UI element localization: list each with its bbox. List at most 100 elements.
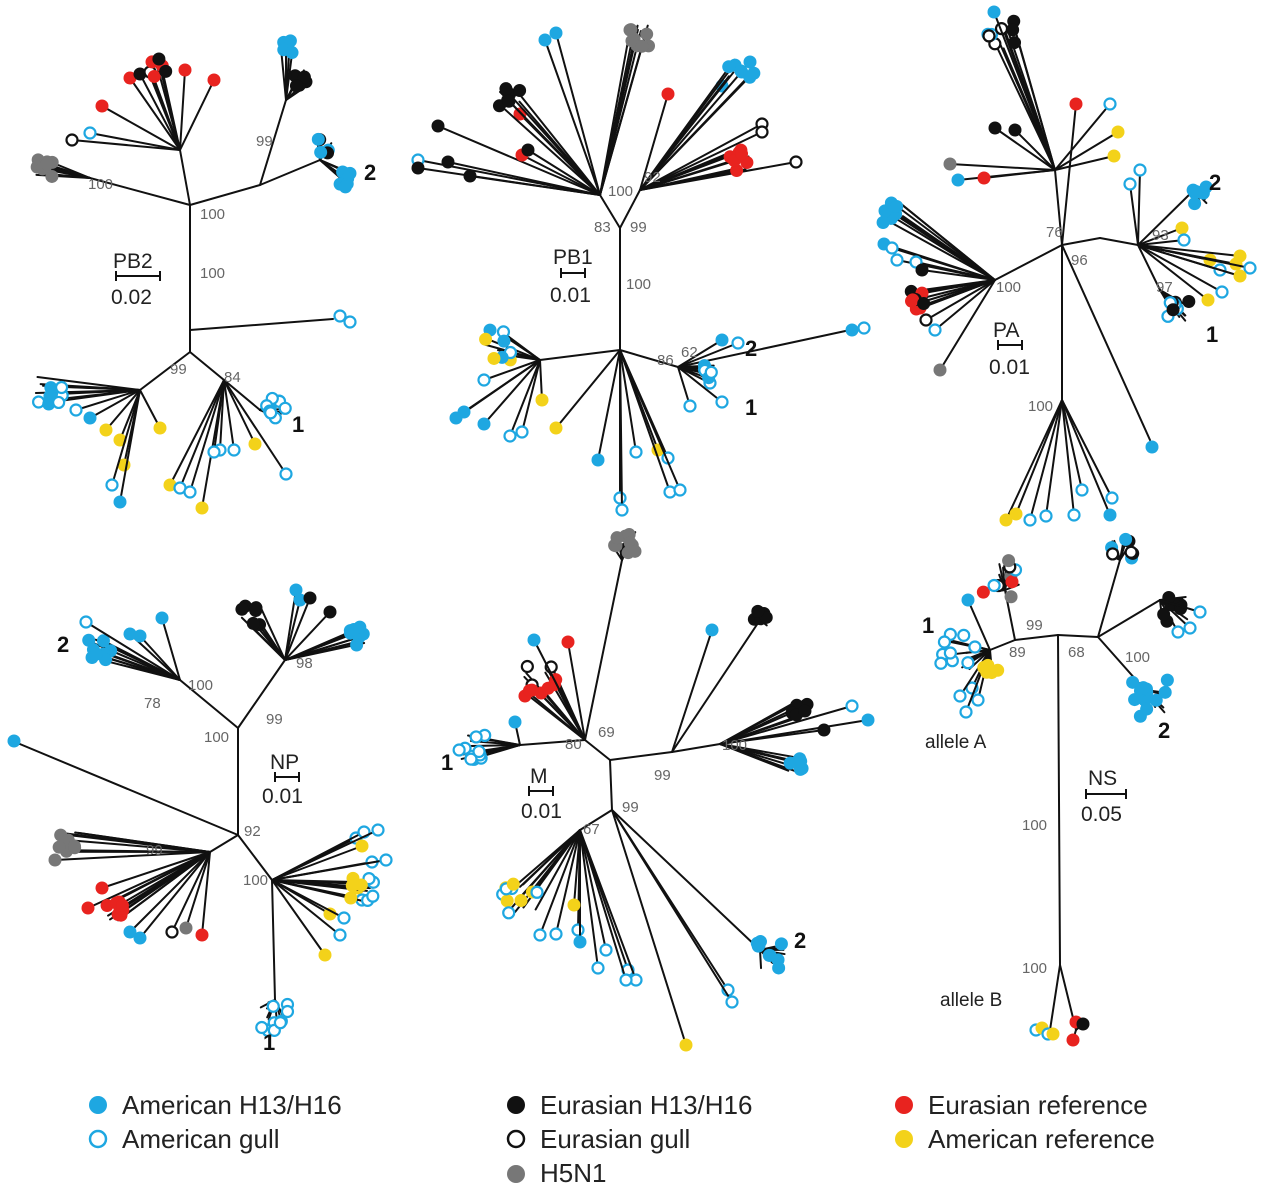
leaf-marker (1103, 508, 1117, 522)
branch (179, 69, 186, 151)
branch (509, 359, 541, 437)
leaf-marker (463, 169, 477, 183)
branch (1137, 244, 1223, 293)
leaf-marker (1188, 197, 1202, 211)
leaf-marker (845, 699, 859, 713)
legend-label: Eurasian gull (540, 1124, 690, 1154)
pb1-bootstrap: 99 (630, 219, 647, 236)
legend-label: American gull (122, 1124, 280, 1154)
np-bootstrap: 99 (266, 711, 283, 728)
branch (189, 379, 225, 493)
pb2-bootstrap: 99 (170, 361, 187, 378)
leaf-marker (615, 503, 629, 517)
branch (539, 359, 543, 401)
pa-bootstrap: 100 (1028, 398, 1053, 415)
branch (1137, 227, 1183, 246)
pb2-bootstrap: 100 (200, 265, 225, 282)
leaf-marker (1105, 491, 1119, 505)
leaf-marker (1133, 163, 1147, 177)
leaf-marker (715, 395, 729, 409)
branch (671, 629, 713, 753)
leaf-marker (508, 715, 522, 729)
ns-bootstrap: 100 (1022, 960, 1047, 977)
leaf-marker (469, 730, 483, 744)
leaf-marker (988, 121, 1002, 135)
branch (518, 100, 601, 196)
legend-item: H5N1 (507, 1158, 606, 1188)
branch (539, 829, 581, 936)
leaf-marker (165, 925, 179, 939)
pb1-clade-label: 2 (745, 336, 757, 361)
leaf-marker (1106, 547, 1120, 561)
branch (101, 851, 211, 889)
leaf-marker (283, 34, 297, 48)
leaf-marker (195, 928, 209, 942)
leaf-marker (255, 1020, 269, 1035)
branch (639, 123, 763, 191)
branch (89, 389, 141, 419)
branch (1045, 399, 1063, 517)
leaf-marker (48, 853, 62, 867)
leaf-marker (82, 633, 96, 647)
branch (189, 351, 225, 381)
branch (925, 279, 996, 321)
branch (259, 159, 321, 186)
branch (597, 349, 621, 461)
branch (719, 702, 795, 745)
np-bootstrap: 100 (243, 872, 268, 889)
branch (1029, 399, 1063, 521)
branch (271, 859, 387, 881)
leaf-marker (1075, 483, 1089, 497)
np-clade-label: 2 (57, 632, 69, 657)
branch (115, 851, 211, 908)
leaf-marker (248, 437, 262, 451)
leaf-marker (591, 453, 605, 467)
leaf-marker (266, 999, 280, 1013)
leaf-marker (289, 583, 303, 597)
ns-segment-label: NS (1088, 767, 1117, 790)
leaf-marker (933, 363, 947, 377)
branch (284, 597, 311, 661)
branch (447, 161, 601, 196)
pa-bootstrap: 76 (1046, 224, 1063, 241)
leaf-marker (861, 713, 875, 727)
branch (1061, 244, 1151, 441)
branch (609, 759, 613, 811)
branch (258, 604, 286, 661)
leaf-marker (68, 839, 82, 853)
leaf-marker (1008, 36, 1022, 50)
leaf-marker (857, 321, 871, 335)
branch (89, 177, 191, 206)
branch (1061, 237, 1101, 246)
pb1-bootstrap: 62 (681, 344, 698, 361)
leaf-marker (52, 840, 66, 854)
leaf-marker (345, 879, 359, 893)
branch (223, 379, 256, 445)
leaf-marker (1005, 575, 1019, 589)
leaf-marker (95, 881, 109, 895)
ns-scale-bar (1085, 789, 1127, 799)
leaf-marker (279, 467, 293, 481)
branch (469, 175, 601, 196)
branch (521, 154, 601, 196)
branch (1159, 599, 1201, 613)
pb2-clade-label: 1 (292, 412, 304, 437)
leaf-marker (731, 336, 745, 350)
branch (555, 829, 581, 935)
legend-marker (88, 1129, 108, 1149)
leaf-marker (499, 82, 513, 96)
leaf-marker (1215, 285, 1229, 299)
leaf-marker (515, 425, 529, 439)
leaf-marker (280, 1004, 295, 1019)
leaf-marker (1149, 693, 1163, 707)
leaf-marker (772, 961, 786, 975)
leaf-marker (52, 395, 66, 410)
branch (993, 11, 1056, 171)
leaf-marker (845, 323, 859, 337)
branch (1015, 399, 1063, 515)
leaf-marker (83, 411, 97, 425)
ns-bootstrap: 100 (1022, 817, 1047, 834)
pb1-bootstrap: 100 (626, 276, 651, 293)
leaf-marker (934, 656, 948, 670)
branch (619, 189, 641, 229)
